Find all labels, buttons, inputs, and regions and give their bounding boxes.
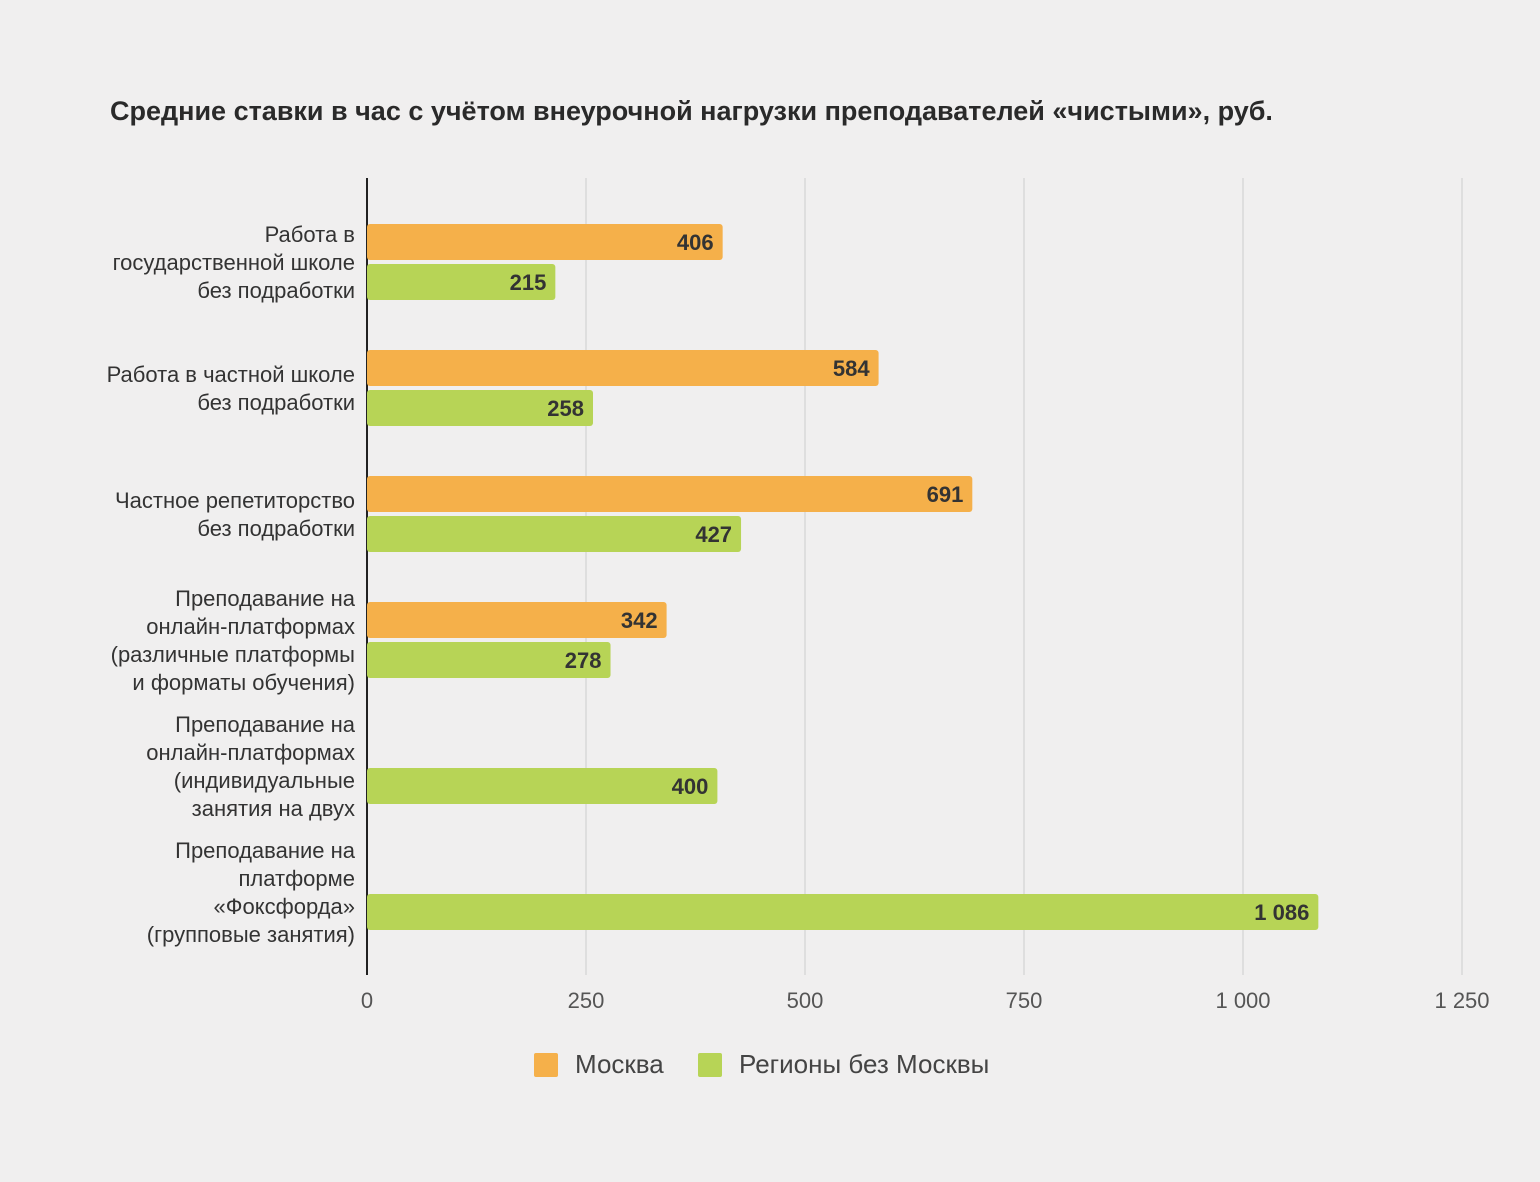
bar-value-label: 691 — [927, 482, 964, 507]
category-label: (различные платформы — [111, 642, 355, 667]
category-label: (групповые занятия) — [147, 922, 355, 947]
bar — [367, 894, 1319, 930]
bar-value-label: 427 — [695, 522, 732, 547]
bar — [367, 516, 742, 552]
category-label: без подработки — [197, 278, 355, 303]
category-label: онлайн-платформах — [146, 614, 355, 639]
bar — [367, 768, 718, 804]
bar-value-label: 584 — [833, 356, 870, 381]
category-label: Преподавание на — [175, 586, 356, 611]
category-label: и форматы обучения) — [132, 670, 355, 695]
legend-label-moscow: Москва — [575, 1049, 664, 1079]
category-label: Преподавание на — [175, 712, 356, 737]
bar — [367, 264, 556, 300]
category-label: (индивидуальные — [174, 768, 355, 793]
legend-swatch-moscow — [534, 1052, 558, 1077]
category-label: онлайн-платформах — [146, 740, 355, 765]
bar — [367, 476, 973, 512]
category-label: Работа в частной школе — [107, 362, 355, 387]
category-label: Частное репетиторство — [115, 488, 355, 513]
bar — [367, 602, 667, 638]
bar — [367, 224, 723, 260]
bar-value-label: 400 — [672, 774, 709, 799]
category-label: Преподавание на — [175, 838, 356, 863]
x-tick-label: 750 — [1006, 988, 1043, 1013]
legend-item-moscow: Москва — [534, 1049, 664, 1080]
x-tick-label: 1 250 — [1434, 988, 1489, 1013]
category-label: занятия на двух — [192, 796, 355, 821]
bar — [367, 350, 879, 386]
category-label: государственной школе — [113, 250, 355, 275]
legend-item-regions: Регионы без Москвы — [698, 1049, 989, 1080]
x-tick-label: 1 000 — [1215, 988, 1270, 1013]
legend-label-regions: Регионы без Москвы — [739, 1049, 990, 1079]
bar — [367, 390, 594, 426]
bar-value-label: 215 — [510, 270, 547, 295]
bar-value-label: 1 086 — [1254, 900, 1309, 925]
category-label: платформе — [238, 866, 355, 891]
bar-value-label: 278 — [565, 648, 602, 673]
x-tick-label: 250 — [568, 988, 605, 1013]
category-label: «Фоксфорда» — [214, 894, 355, 919]
chart-title: Средние ставки в час с учётом внеурочной… — [110, 96, 1273, 126]
legend-swatch-regions — [698, 1052, 722, 1077]
x-tick-label: 500 — [787, 988, 824, 1013]
category-label: Работа в — [265, 222, 355, 247]
x-tick-label: 0 — [361, 988, 373, 1013]
category-label: без подработки — [197, 390, 355, 415]
category-label: без подработки — [197, 516, 355, 541]
bar-value-label: 258 — [547, 396, 584, 421]
bar-value-label: 406 — [677, 230, 714, 255]
bar-value-label: 342 — [621, 608, 658, 633]
bar — [367, 642, 611, 678]
